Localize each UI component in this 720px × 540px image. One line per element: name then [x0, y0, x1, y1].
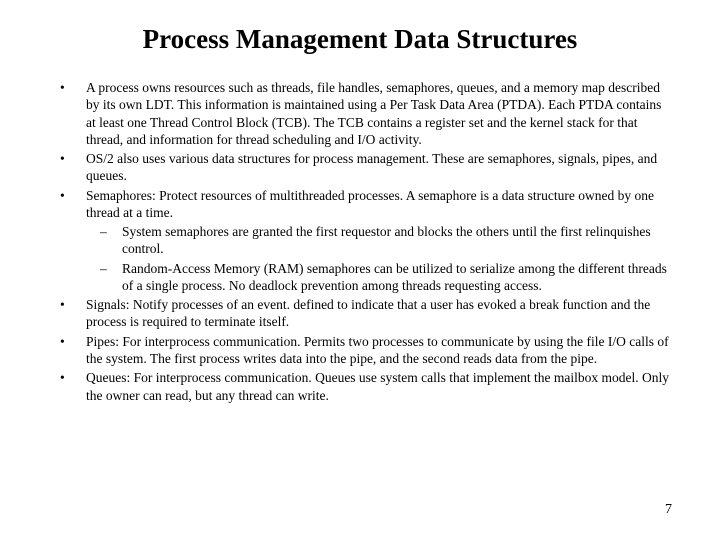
list-item: Queues: For interprocess communication. …	[50, 369, 670, 404]
bullet-text: Signals: Notify processes of an event. d…	[86, 297, 650, 329]
sub-bullet-text: Random-Access Memory (RAM) semaphores ca…	[122, 261, 667, 293]
list-item: Semaphores: Protect resources of multith…	[50, 187, 670, 295]
list-item: Random-Access Memory (RAM) semaphores ca…	[86, 260, 670, 295]
list-item: A process owns resources such as threads…	[50, 79, 670, 148]
bullet-list: A process owns resources such as threads…	[50, 79, 670, 404]
bullet-text: Queues: For interprocess communication. …	[86, 370, 669, 402]
slide-content: A process owns resources such as threads…	[50, 79, 670, 404]
sub-bullet-list: System semaphores are granted the first …	[86, 223, 670, 294]
page-number: 7	[665, 502, 672, 518]
list-item: Pipes: For interprocess communication. P…	[50, 333, 670, 368]
bullet-text: OS/2 also uses various data structures f…	[86, 151, 657, 183]
bullet-text: A process owns resources such as threads…	[86, 80, 661, 147]
slide-title: Process Management Data Structures	[50, 24, 670, 55]
list-item: System semaphores are granted the first …	[86, 223, 670, 258]
bullet-text: Semaphores: Protect resources of multith…	[86, 188, 654, 220]
list-item: Signals: Notify processes of an event. d…	[50, 296, 670, 331]
list-item: OS/2 also uses various data structures f…	[50, 150, 670, 185]
bullet-text: Pipes: For interprocess communication. P…	[86, 334, 669, 366]
sub-bullet-text: System semaphores are granted the first …	[122, 224, 651, 256]
